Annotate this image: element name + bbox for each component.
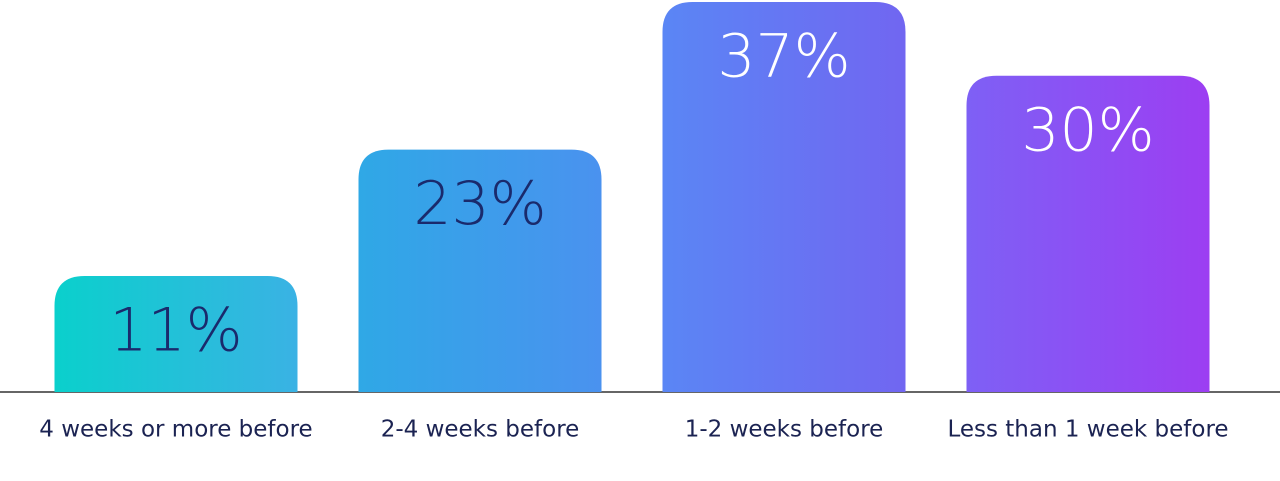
x-tick-label: Less than 1 week before bbox=[947, 417, 1228, 443]
bar bbox=[358, 149, 602, 392]
x-tick-label: 1-2 weeks before bbox=[685, 417, 884, 443]
bar bbox=[966, 75, 1210, 392]
x-tick-label: 2-4 weeks before bbox=[381, 417, 580, 443]
bar bbox=[662, 2, 906, 392]
bar bbox=[54, 276, 298, 392]
value-label: 37% bbox=[717, 22, 850, 92]
value-label: 30% bbox=[1021, 95, 1154, 165]
x-tick-label: 4 weeks or more before bbox=[39, 417, 312, 443]
value-label: 11% bbox=[109, 296, 242, 366]
value-label: 23% bbox=[413, 169, 546, 239]
